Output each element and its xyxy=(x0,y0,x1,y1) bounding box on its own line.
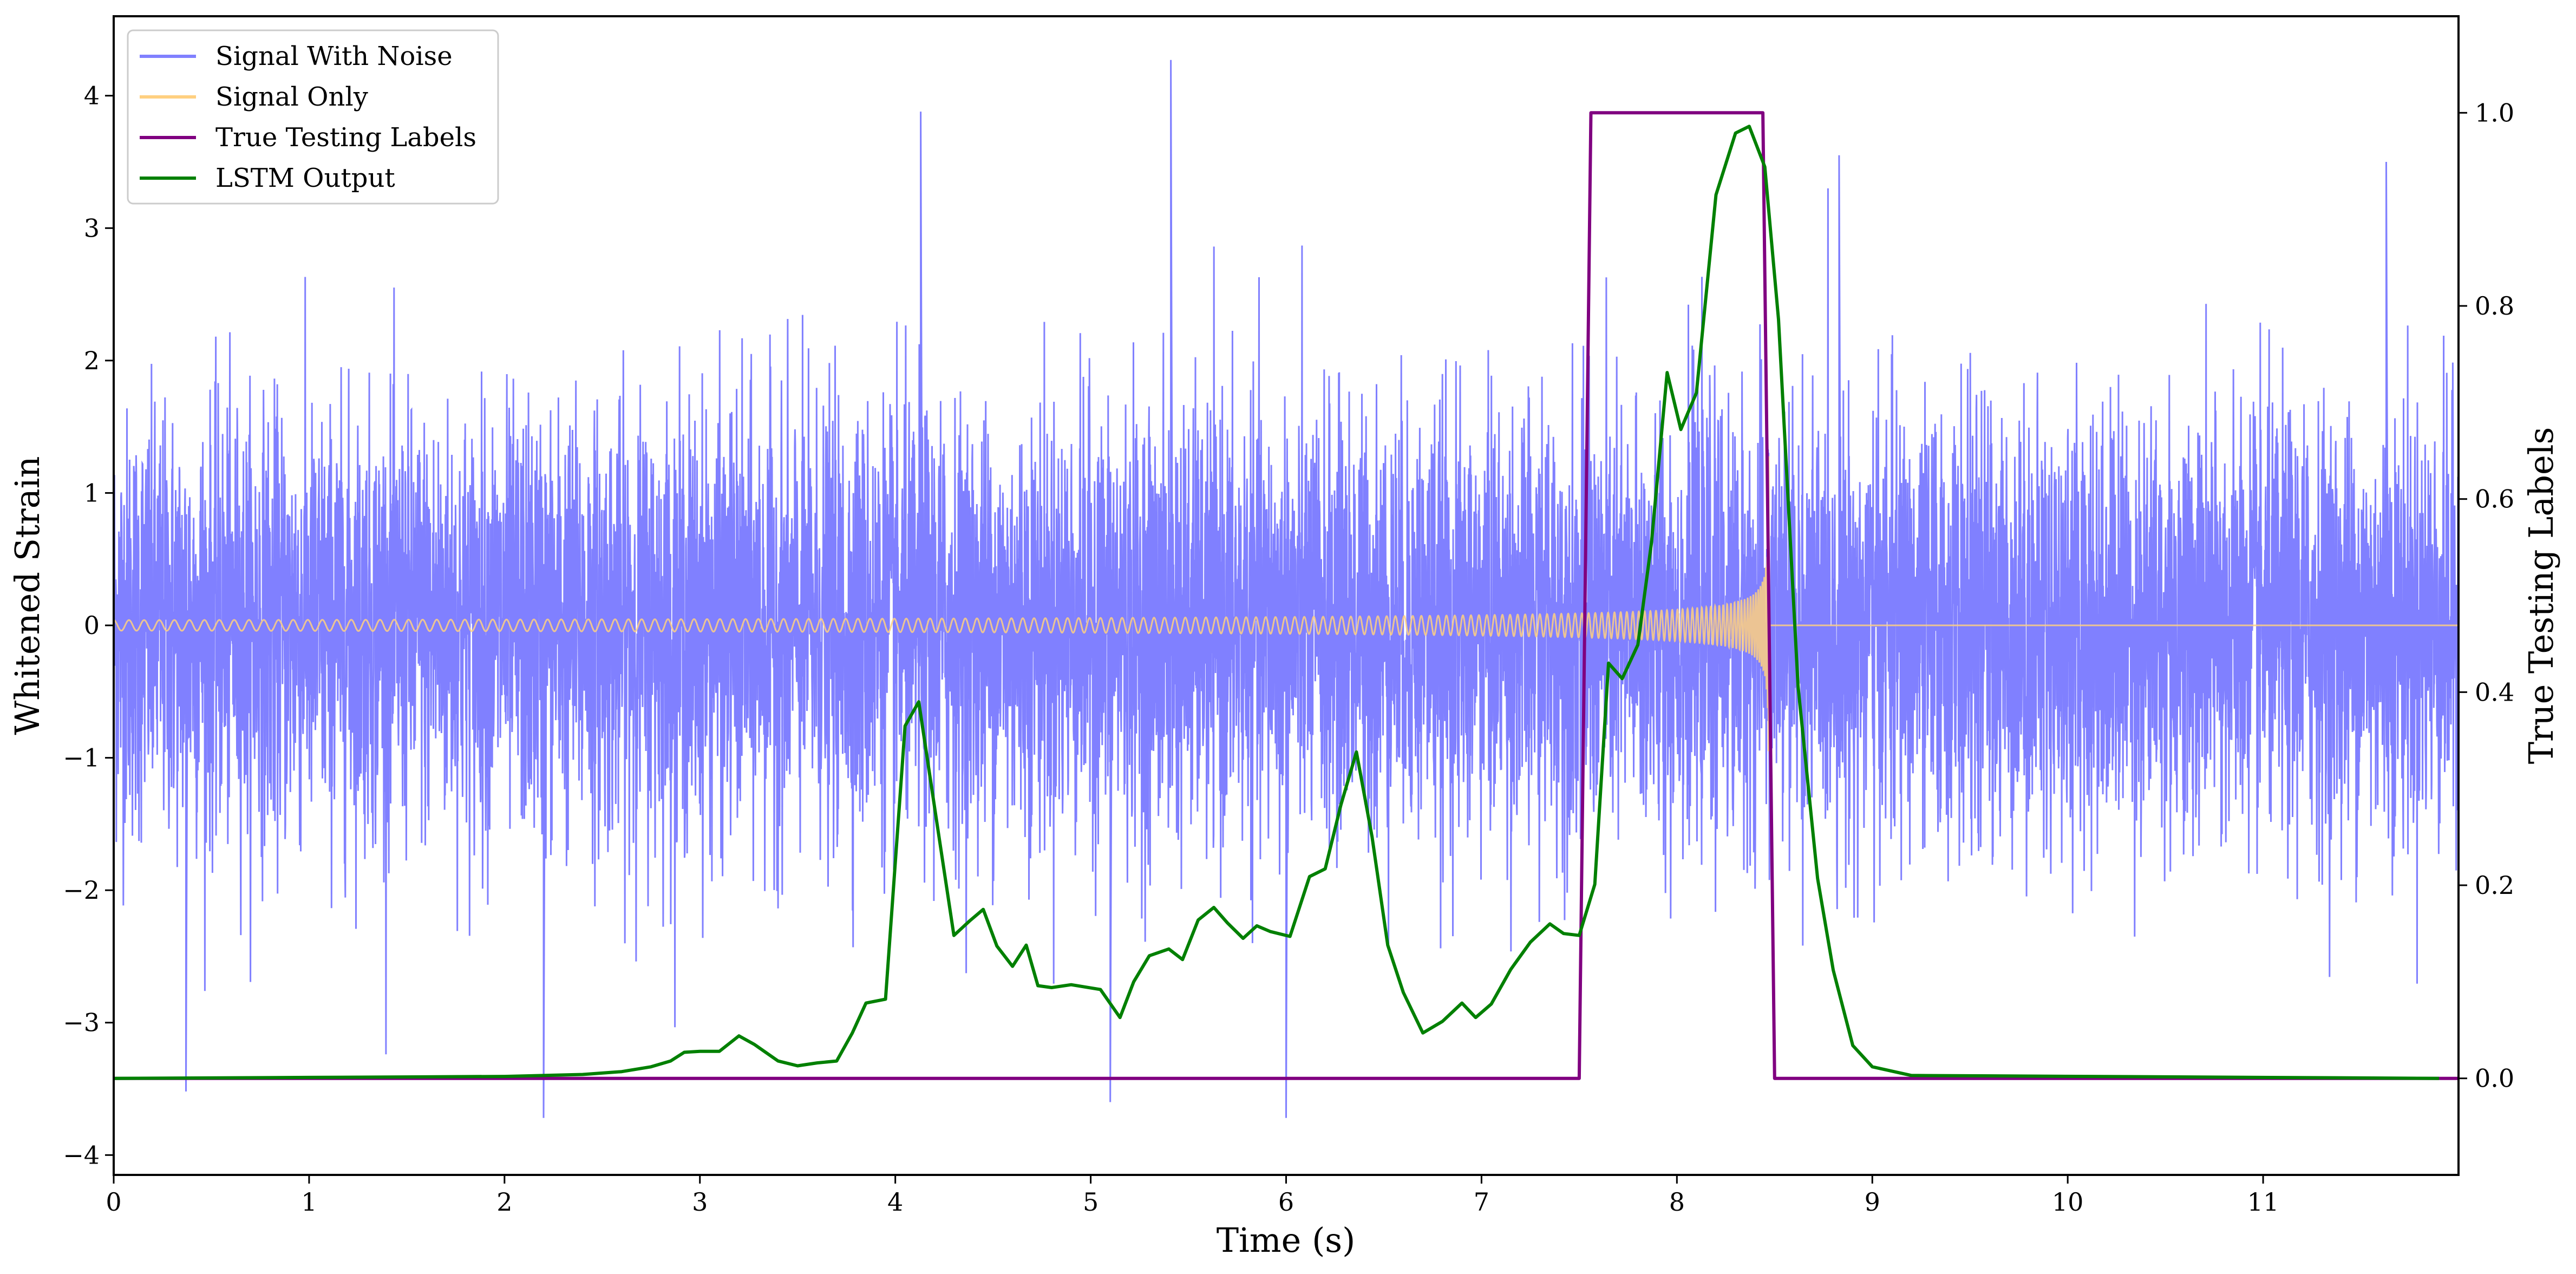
y-tick-label-left: 4 xyxy=(84,81,100,110)
true-testing-labels-line xyxy=(114,111,2459,1080)
y-tick-label-left: 2 xyxy=(84,346,100,375)
x-tick-label: 10 xyxy=(2052,1187,2084,1217)
x-tick-label: 4 xyxy=(887,1187,903,1217)
y-tick-label-left: 1 xyxy=(84,478,100,507)
y-axis-title-right: True Testing Labels xyxy=(2521,427,2561,765)
legend-label: LSTM Output xyxy=(215,163,395,193)
x-tick-label: 3 xyxy=(692,1187,708,1217)
y-tick-label-left: −1 xyxy=(63,743,100,773)
signal-with-noise-series xyxy=(114,60,2459,1118)
y-tick-label-right: 0.8 xyxy=(2475,291,2514,321)
true-testing-labels-series xyxy=(114,111,2459,1080)
legend-box xyxy=(127,29,499,205)
y-axis-left: 4 3 2 1 0 −1 −2 −3 −4 xyxy=(63,81,114,1170)
y-axis-right: 1.0 0.8 0.6 0.4 0.2 0.0 xyxy=(2459,98,2514,1093)
y-tick-label-right: 0.0 xyxy=(2475,1064,2514,1093)
x-tick-label: 7 xyxy=(1474,1187,1489,1217)
y-tick-label-right: 1.0 xyxy=(2475,98,2514,127)
y-axis-title-left: Whitened Strain xyxy=(8,456,47,735)
signal-only-line xyxy=(114,456,2459,752)
legend-label: True Testing Labels xyxy=(215,122,476,153)
legend: Signal With Noise Signal Only True Testing… xyxy=(127,29,499,205)
signal-only-series xyxy=(114,456,2459,752)
y-tick-label-left: −4 xyxy=(63,1140,100,1170)
x-tick-label: 9 xyxy=(1865,1187,1880,1217)
x-tick-label: 8 xyxy=(1669,1187,1685,1217)
x-axis-title: Time (s) xyxy=(1217,1220,1356,1260)
y-tick-label-right: 0.2 xyxy=(2475,871,2514,900)
y-tick-label-right: 0.6 xyxy=(2475,485,2514,514)
signal-with-noise-line xyxy=(114,60,2459,1118)
y-tick-label-left: 3 xyxy=(84,213,100,243)
legend-label: Signal With Noise xyxy=(215,41,453,71)
y-tick-label-left: −3 xyxy=(63,1008,100,1037)
x-tick-label: 2 xyxy=(496,1187,512,1217)
x-tick-label: 11 xyxy=(2247,1187,2279,1217)
x-tick-label: 1 xyxy=(301,1187,317,1217)
y-tick-label-right: 0.4 xyxy=(2475,677,2514,707)
y-tick-label-left: 0 xyxy=(84,611,100,640)
lstm-output-series xyxy=(114,125,2439,1080)
y-tick-label-left: −2 xyxy=(63,876,100,905)
x-tick-label: 0 xyxy=(106,1187,121,1217)
x-tick-label: 6 xyxy=(1278,1187,1294,1217)
x-tick-label: 5 xyxy=(1083,1187,1099,1217)
legend-label: Signal Only xyxy=(215,82,368,112)
x-axis: 0 1 2 3 4 5 6 7 8 9 10 11 xyxy=(106,1175,2279,1217)
lstm-output-line xyxy=(114,125,2439,1080)
plot-area xyxy=(114,60,2459,1118)
